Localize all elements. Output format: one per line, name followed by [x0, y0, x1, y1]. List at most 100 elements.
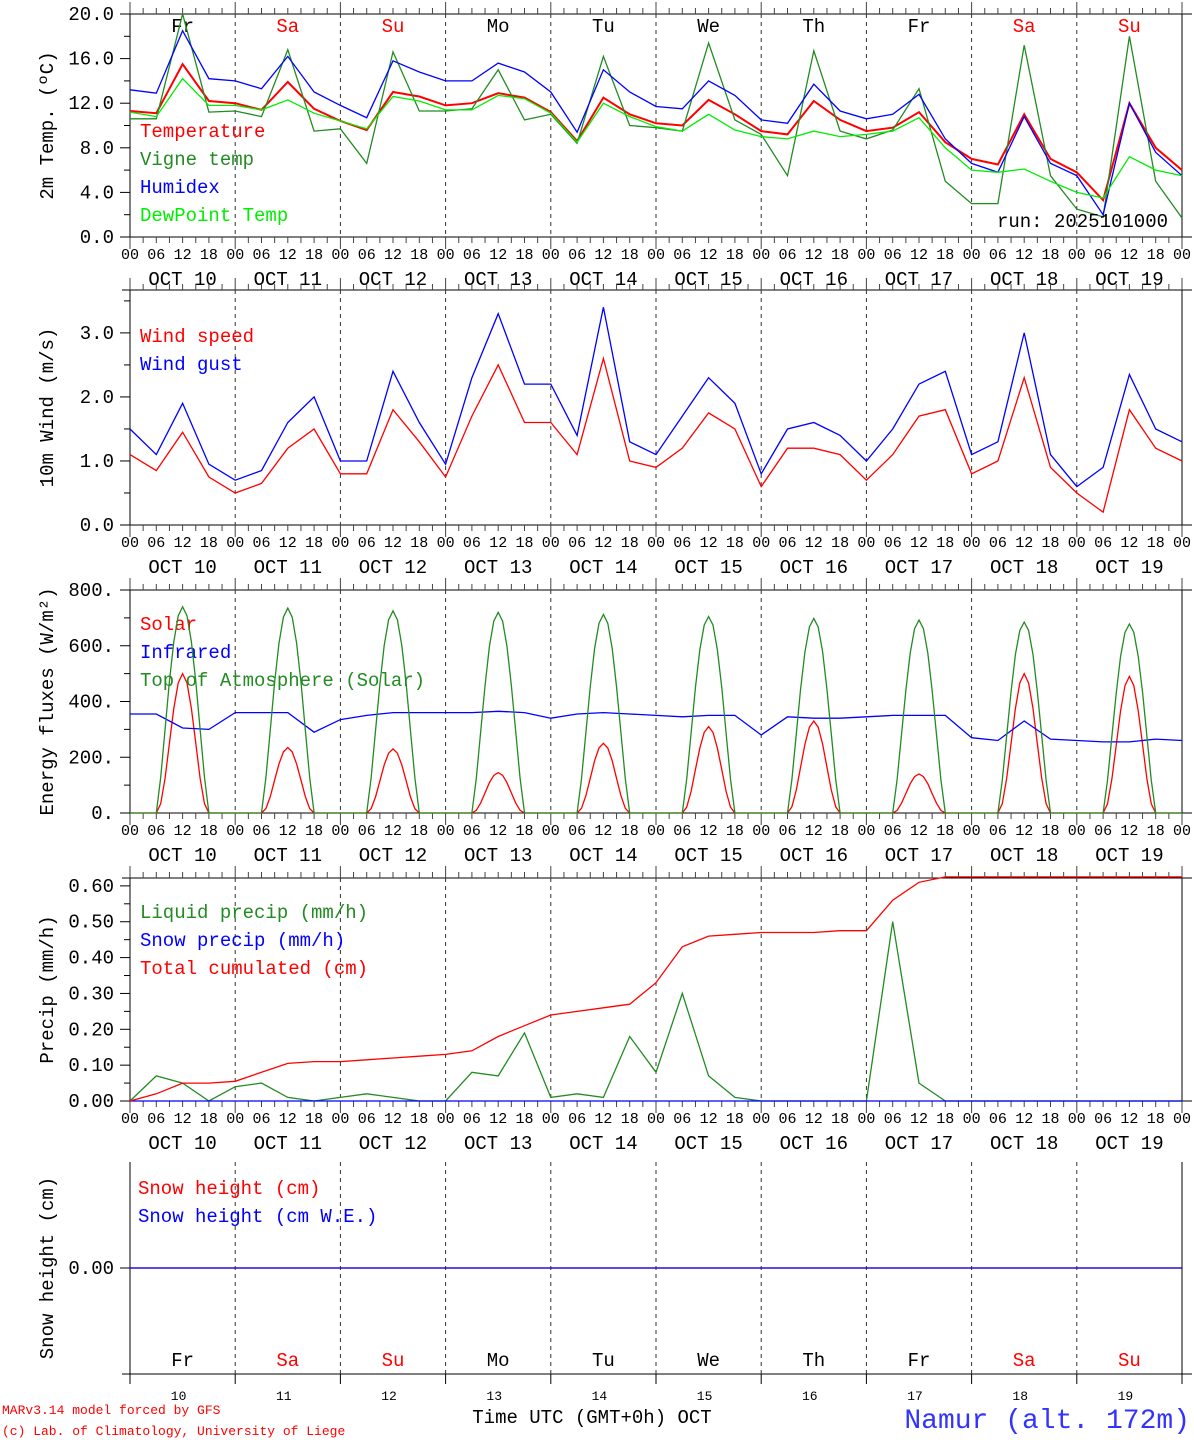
date-label: OCT 15: [674, 557, 742, 579]
date-label: OCT 17: [885, 557, 953, 579]
hour-label: 18: [1147, 535, 1165, 552]
date-label: OCT 13: [464, 269, 532, 291]
date-label: OCT 18: [990, 557, 1058, 579]
hour-label: 00: [331, 535, 349, 552]
hour-label: 00: [647, 535, 665, 552]
date-label: OCT 19: [1095, 269, 1163, 291]
date-label: OCT 18: [990, 845, 1058, 867]
hour-label: 06: [463, 1111, 481, 1128]
y-tick-label: 200.: [68, 747, 114, 769]
day-name: Su: [382, 1350, 405, 1372]
date-label: OCT 11: [254, 845, 322, 867]
hour-label: 12: [594, 823, 612, 840]
day-name: Su: [1118, 16, 1141, 38]
hour-label: 18: [410, 1111, 428, 1128]
hour-label: 06: [884, 247, 902, 264]
hour-label: 06: [463, 535, 481, 552]
hour-label: 12: [805, 247, 823, 264]
hour-label: 12: [279, 247, 297, 264]
hour-label: 12: [384, 823, 402, 840]
hour-label: 18: [1147, 1111, 1165, 1128]
hour-label: 18: [1041, 823, 1059, 840]
hour-label: 06: [884, 823, 902, 840]
hour-label: 00: [542, 247, 560, 264]
y-axis-label: Snow height (cm): [37, 1177, 59, 1359]
date-label: OCT 14: [569, 269, 637, 291]
hour-label: 00: [1173, 823, 1191, 840]
legend-entry: Solar: [140, 614, 197, 636]
hour-label: 06: [568, 823, 586, 840]
hour-label: 12: [384, 247, 402, 264]
y-axis-label: 2m Temp. (ºC): [37, 51, 59, 199]
panel-3: 0. 200. 400. 600. 800. Energy fluxes (W/m²) 00…: [37, 578, 1192, 867]
date-label: OCT 12: [359, 1133, 427, 1155]
day-name: Mo: [487, 1350, 510, 1372]
hour-label: 18: [515, 823, 533, 840]
hour-label: 12: [489, 1111, 507, 1128]
y-tick-label: 0.0: [80, 515, 114, 537]
hour-label: 18: [410, 535, 428, 552]
y-tick-label: 400.: [68, 692, 114, 714]
footer-model: MARv3.14 model forced by GFS: [2, 1403, 221, 1418]
day-name: Tu: [592, 16, 615, 38]
hour-label: 18: [936, 1111, 954, 1128]
date-label: OCT 10: [148, 845, 216, 867]
date-label: OCT 14: [569, 845, 637, 867]
hour-label: 00: [226, 1111, 244, 1128]
hour-label: 18: [410, 247, 428, 264]
hour-label: 12: [1015, 535, 1033, 552]
legend-entry: DewPoint Temp: [140, 205, 288, 227]
panel-1: 0.0 4.0 8.0 12.0 16.0 20.0 2m Temp. (ºC) 00 06 12…: [37, 2, 1192, 291]
hour-label: 18: [621, 1111, 639, 1128]
hour-label: 06: [358, 535, 376, 552]
day-number: 15: [697, 1389, 713, 1404]
hour-label: 00: [752, 247, 770, 264]
day-name: Sa: [276, 1350, 299, 1372]
hour-label: 00: [226, 823, 244, 840]
y-tick-label: 16.0: [68, 49, 114, 71]
hour-label: 06: [989, 247, 1007, 264]
date-label: OCT 18: [990, 269, 1058, 291]
series-line-top-of-atmosphere-solar-: [130, 605, 1182, 814]
hour-label: 12: [1015, 823, 1033, 840]
hour-label: 12: [384, 535, 402, 552]
hour-label: 00: [857, 1111, 875, 1128]
legend-entry: Total cumulated (cm): [140, 958, 368, 980]
day-name: Fr: [171, 16, 194, 38]
day-name: Th: [802, 16, 825, 38]
hour-label: 06: [252, 823, 270, 840]
hour-label: 06: [1094, 1111, 1112, 1128]
hour-label: 12: [279, 1111, 297, 1128]
hour-label: 18: [831, 535, 849, 552]
date-label: OCT 11: [254, 557, 322, 579]
legend-entry: Snow height (cm): [138, 1178, 320, 1200]
day-number: 10: [171, 1389, 187, 1404]
hour-label: 18: [726, 535, 744, 552]
series-line-humidex: [129, 29, 1183, 217]
footer-credit: (c) Lab. of Climatology, University of L…: [2, 1424, 345, 1439]
hour-label: 06: [989, 535, 1007, 552]
y-tick-label: 12.0: [68, 93, 114, 115]
hour-label: 00: [963, 1111, 981, 1128]
hour-label: 12: [384, 1111, 402, 1128]
hour-label: 18: [305, 1111, 323, 1128]
hour-label: 00: [1173, 535, 1191, 552]
hour-label: 06: [673, 247, 691, 264]
hour-label: 18: [1041, 535, 1059, 552]
hour-label: 00: [647, 823, 665, 840]
hour-label: 06: [884, 1111, 902, 1128]
hour-label: 12: [594, 1111, 612, 1128]
hour-label: 00: [1068, 247, 1086, 264]
legend-entry: Wind gust: [140, 354, 243, 376]
date-label: OCT 16: [780, 269, 848, 291]
date-label: OCT 12: [359, 557, 427, 579]
hour-label: 06: [1094, 247, 1112, 264]
hour-label: 06: [252, 247, 270, 264]
date-label: OCT 10: [148, 557, 216, 579]
y-tick-label: 0.20: [68, 1019, 114, 1041]
hour-label: 12: [279, 535, 297, 552]
date-label: OCT 11: [254, 1133, 322, 1155]
hour-label: 00: [121, 247, 139, 264]
hour-label: 00: [331, 1111, 349, 1128]
hour-label: 06: [778, 823, 796, 840]
